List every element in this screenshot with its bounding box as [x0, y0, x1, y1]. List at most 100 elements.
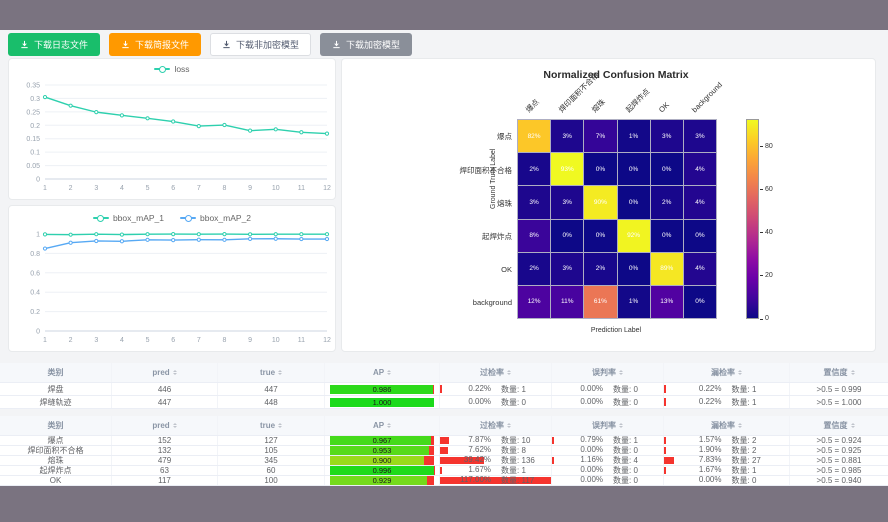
- cm-cell[interactable]: 0%: [650, 153, 683, 186]
- cm-cell[interactable]: 82%: [518, 120, 551, 153]
- table-row: 焊印面积不合格 132 105 0.953 7.62% 数量: 8 0.00% 数量: 0 1.…: [0, 446, 888, 456]
- cm-col-label: OK: [656, 100, 671, 115]
- table-row: 爆点 152 127 0.967 7.87% 数量: 10 0.79% 数量: 1 1.57% 数…: [0, 436, 888, 446]
- cell: 345: [218, 456, 325, 465]
- cm-cell[interactable]: 12%: [518, 285, 551, 318]
- cell: >0.5 = 0.881: [816, 456, 862, 465]
- col-header-5[interactable]: 误判率: [552, 416, 664, 435]
- svg-text:7: 7: [197, 185, 201, 192]
- col-header-7[interactable]: 置信度: [790, 363, 888, 382]
- cm-cell[interactable]: 89%: [650, 252, 683, 285]
- sort-caret-icon[interactable]: [619, 422, 623, 429]
- sort-caret-icon[interactable]: [387, 369, 392, 376]
- map-chart-legend[interactable]: bbox_mAP_1 bbox_mAP_2: [9, 213, 335, 223]
- cm-cell[interactable]: 3%: [683, 120, 716, 153]
- download-icon: [333, 40, 340, 49]
- cell: 0.953: [325, 446, 440, 455]
- map-line-chart[interactable]: 00.20.40.60.811 2 3 4 5 6 7 8 9 10 11 12: [9, 226, 337, 351]
- sort-caret-icon[interactable]: [507, 369, 511, 376]
- cm-cell[interactable]: 8%: [518, 219, 551, 252]
- cm-cell[interactable]: 3%: [551, 252, 584, 285]
- col-header-3[interactable]: AP: [325, 363, 440, 382]
- cell: >0.5 = 0.985: [816, 466, 862, 475]
- sort-caret-icon[interactable]: [619, 369, 623, 376]
- cm-cell[interactable]: 3%: [551, 120, 584, 153]
- confusion-matrix-heatmap[interactable]: 82% 3% 7% 1% 3% 3% 2% 93% 0% 0% 0% 4% 3% 3% 90% 0% 2% 4% 8…: [517, 119, 717, 319]
- sort-caret-icon[interactable]: [850, 422, 855, 429]
- download-unencrypted-model-button[interactable]: 下载非加密模型: [210, 33, 312, 56]
- cell: 0.986: [325, 383, 440, 395]
- sort-caret-icon[interactable]: [738, 422, 742, 429]
- download-log-button[interactable]: 下载日志文件: [8, 33, 101, 56]
- rate-bar: [664, 457, 674, 464]
- col-header-4[interactable]: 过检率: [440, 416, 552, 435]
- col-header-6[interactable]: 漏检率: [664, 363, 790, 382]
- cm-cell[interactable]: 4%: [683, 252, 716, 285]
- svg-text:0.4: 0.4: [30, 290, 40, 297]
- col-header-label: 置信度: [823, 421, 848, 430]
- col-header-6[interactable]: 漏检率: [664, 416, 790, 435]
- loss-chart-legend[interactable]: loss: [9, 64, 335, 74]
- sort-caret-icon[interactable]: [738, 369, 742, 376]
- cm-cell[interactable]: 3%: [551, 186, 584, 219]
- col-header-label: pred: [152, 421, 170, 430]
- cm-cell[interactable]: 0%: [650, 219, 683, 252]
- cm-cell[interactable]: 92%: [617, 219, 650, 252]
- cm-cell[interactable]: 4%: [683, 186, 716, 219]
- cm-cell[interactable]: 0%: [617, 186, 650, 219]
- download-encrypted-model-button[interactable]: 下载加密模型: [320, 33, 413, 56]
- cm-row-label: 爆点: [497, 132, 512, 142]
- sort-caret-icon[interactable]: [850, 369, 855, 376]
- cm-cell[interactable]: 3%: [518, 186, 551, 219]
- cm-cell[interactable]: 0%: [551, 219, 584, 252]
- col-header-label: AP: [372, 368, 385, 377]
- cm-cell[interactable]: 0%: [683, 219, 716, 252]
- svg-text:1: 1: [43, 185, 47, 192]
- sort-caret-icon[interactable]: [387, 422, 392, 429]
- svg-text:9: 9: [248, 337, 252, 344]
- sort-caret-icon[interactable]: [172, 422, 177, 429]
- cm-cell[interactable]: 1%: [617, 285, 650, 318]
- rate-percent: 7.87%: [468, 436, 492, 444]
- rate-count: 数量: 0: [613, 446, 638, 455]
- sort-caret-icon[interactable]: [278, 369, 283, 376]
- cm-cell[interactable]: 0%: [617, 252, 650, 285]
- cm-cell[interactable]: 0%: [683, 285, 716, 318]
- col-header-4[interactable]: 过检率: [440, 363, 552, 382]
- cm-cell[interactable]: 2%: [518, 252, 551, 285]
- sort-caret-icon[interactable]: [278, 422, 283, 429]
- sort-caret-icon[interactable]: [172, 369, 177, 376]
- cm-cell[interactable]: 0%: [617, 153, 650, 186]
- cm-cell[interactable]: 1%: [617, 120, 650, 153]
- cm-cell[interactable]: 93%: [551, 153, 584, 186]
- cm-cell[interactable]: 2%: [584, 252, 617, 285]
- cm-cell[interactable]: 0%: [584, 153, 617, 186]
- col-header-2[interactable]: true: [218, 416, 325, 435]
- cm-cell[interactable]: 90%: [584, 186, 617, 219]
- col-header-7[interactable]: 置信度: [790, 416, 888, 435]
- cm-cell[interactable]: 61%: [584, 285, 617, 318]
- col-header-3[interactable]: AP: [325, 416, 440, 435]
- download-report-button[interactable]: 下载简报文件: [109, 33, 202, 56]
- legend-item: bbox_mAP_1: [92, 213, 164, 223]
- loss-line-chart[interactable]: 00.050.10.150.20.250.30.351 2 3 4 5 6 7 8 9 10 11 1…: [9, 77, 337, 199]
- col-header-5[interactable]: 误判率: [552, 363, 664, 382]
- col-header-0: 类别: [0, 416, 112, 435]
- cm-cell[interactable]: 2%: [650, 186, 683, 219]
- cm-cell[interactable]: 7%: [584, 120, 617, 153]
- svg-text:0.8: 0.8: [30, 251, 40, 258]
- col-header-1[interactable]: pred: [112, 416, 218, 435]
- svg-text:0.2: 0.2: [30, 309, 40, 316]
- cm-cell[interactable]: 11%: [551, 285, 584, 318]
- svg-text:4: 4: [120, 337, 124, 344]
- cm-cell[interactable]: 0%: [584, 219, 617, 252]
- col-header-2[interactable]: true: [218, 363, 325, 382]
- cm-cell[interactable]: 4%: [683, 153, 716, 186]
- cm-cell[interactable]: 2%: [518, 153, 551, 186]
- svg-text:12: 12: [323, 185, 331, 192]
- legend-line-icon: [154, 65, 171, 73]
- cm-cell[interactable]: 3%: [650, 120, 683, 153]
- sort-caret-icon[interactable]: [507, 422, 511, 429]
- col-header-1[interactable]: pred: [112, 363, 218, 382]
- cm-cell[interactable]: 13%: [650, 285, 683, 318]
